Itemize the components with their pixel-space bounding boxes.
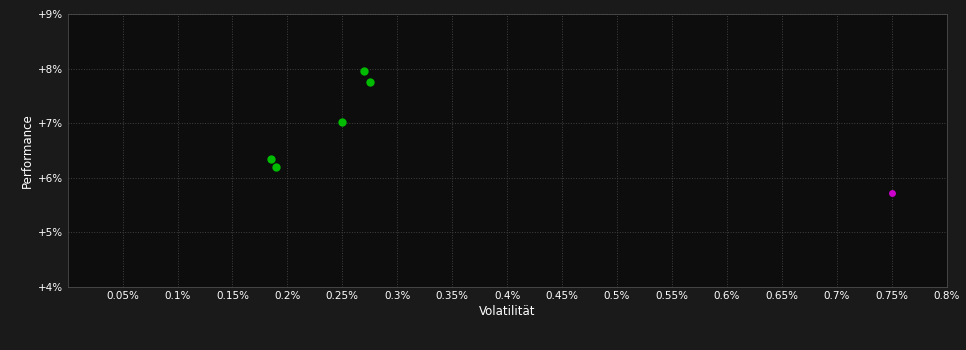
- X-axis label: Volatilität: Volatilität: [479, 305, 535, 318]
- Point: [356, 69, 372, 74]
- Point: [269, 164, 284, 170]
- Point: [884, 190, 899, 196]
- Y-axis label: Performance: Performance: [21, 113, 34, 188]
- Point: [263, 156, 278, 161]
- Point: [362, 79, 378, 85]
- Point: [334, 119, 350, 124]
